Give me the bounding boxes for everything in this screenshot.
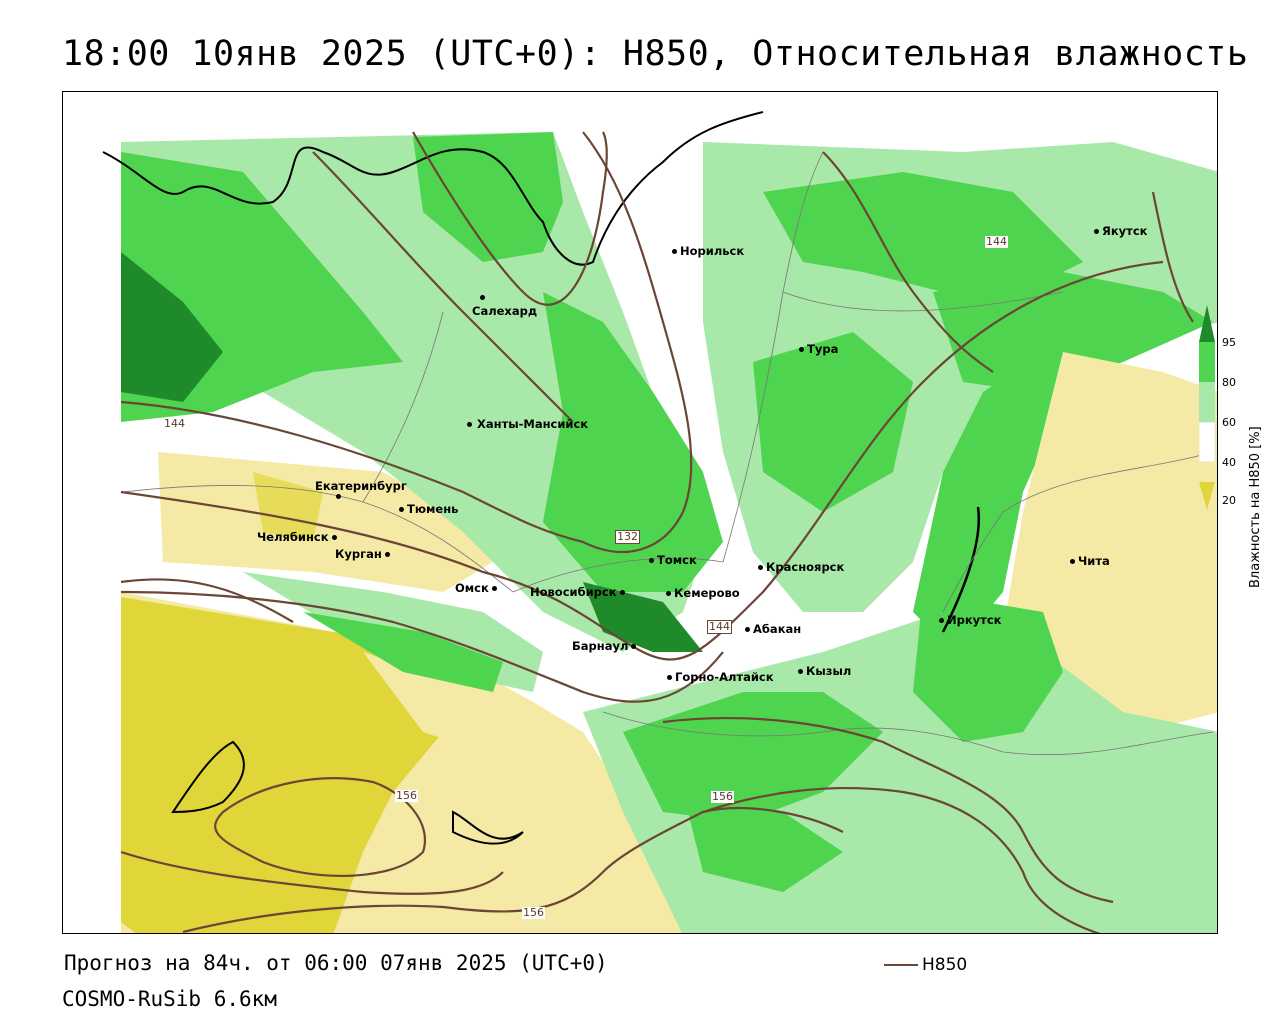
city-dot-icon [491,586,497,591]
city-dot-icon [939,618,944,623]
city-marker[interactable]: Курган [335,548,393,560]
contour-label: 156 [395,789,418,802]
contour-label: 144 [163,417,186,430]
city-dot-icon [798,669,803,674]
legend-title: Влажность на H850 [%] [1248,426,1263,588]
city-dot-icon [667,675,672,680]
city-marker[interactable]: Чита [1070,555,1110,567]
city-name: Кызыл [806,664,852,678]
city-dot-icon [399,507,404,512]
city-marker[interactable]: Тура [799,343,838,355]
contour-label: 132 [615,530,640,544]
city-marker[interactable]: Барнаул [572,640,639,652]
map-canvas [102,111,1217,933]
city-name: Ханты-Мансийск [477,417,589,431]
city-dot-icon [1070,559,1075,564]
city-name: Иркутск [947,613,1002,627]
city-dot-icon [672,249,677,254]
legend-swatch-20-40 [1199,462,1215,482]
city-marker[interactable]: Тюмень [399,503,458,515]
city-name: Челябинск [257,530,329,544]
city-marker[interactable] [336,490,344,502]
city-label: Екатеринбург [315,480,407,492]
city-marker[interactable]: Томск [649,554,697,566]
city-name: Тура [807,342,839,356]
legend-tick: 40 [1222,456,1236,469]
city-name: Тюмень [407,502,459,516]
legend-swatch-above95 [1199,305,1215,342]
city-dot-icon [1094,229,1099,234]
contour-label: 156 [711,790,734,803]
city-marker[interactable]: Омск [455,582,500,594]
legend-tick: 60 [1222,416,1236,429]
contour-line-icon [884,964,918,966]
city-marker[interactable]: Красноярск [758,561,844,573]
city-name: Барнаул [572,639,629,653]
city-marker[interactable]: Кызыл [798,665,851,677]
forecast-info: Прогноз на 84ч. от 06:00 07янв 2025 (UTC… [64,951,608,975]
city-dot-icon [631,644,637,649]
contour-label: 156 [522,906,545,919]
legend-swatch-below20 [1199,482,1215,510]
city-name: Кемерово [674,586,740,600]
city-dot-icon [758,565,763,570]
contour-label: 144 [707,620,732,634]
city-name: Екатеринбург [315,479,407,493]
contour-label: 144 [985,235,1008,248]
legend-tick: 80 [1222,376,1236,389]
model-info: COSMO-RuSib 6.6км [62,987,277,1011]
city-name: Абакан [753,622,802,636]
contour-key: H850 [884,955,967,975]
map-area[interactable]: 144 144 132 144 156 156 156 Якутск Норил… [62,91,1218,934]
city-marker[interactable]: Якутск [1094,225,1147,237]
contour-key-label: H850 [922,955,968,975]
city-name: Норильск [680,244,745,258]
city-marker[interactable]: Кемерово [666,587,740,599]
map-title: 18:00 10янв 2025 (UTC+0): H850, Относите… [62,34,1249,74]
city-marker[interactable]: Иркутск [939,614,1001,626]
city-name: Томск [657,553,697,567]
legend-swatch-40-60 [1199,421,1215,463]
city-label: Ханты-Мансийск [477,418,588,430]
city-name: Салехард [472,304,538,318]
city-dot-icon [649,558,654,563]
city-name: Новосибирск [530,585,617,599]
city-dot-icon [467,422,472,427]
legend-tick: 20 [1222,494,1236,507]
city-marker[interactable] [467,418,475,430]
city-label: Салехард [472,305,537,317]
legend-swatch-60-80 [1199,382,1215,422]
legend-tick: 95 [1222,336,1236,349]
city-marker[interactable]: Норильск [672,245,744,257]
city-dot-icon [336,494,341,499]
humidity-field [121,132,1217,933]
city-marker[interactable]: Абакан [745,623,801,635]
city-marker[interactable]: Челябинск [257,531,340,543]
city-name: Омск [455,581,489,595]
city-dot-icon [666,591,671,596]
city-name: Чита [1078,554,1110,568]
city-dot-icon [480,295,485,300]
region-borders [122,151,1214,756]
city-marker[interactable] [480,291,488,303]
city-name: Горно-Алтайск [675,670,774,684]
city-name: Красноярск [766,560,845,574]
city-marker[interactable]: Новосибирск [530,586,628,598]
city-dot-icon [331,535,337,540]
city-name: Якутск [1102,224,1148,238]
city-dot-icon [384,552,390,557]
city-marker[interactable]: Горно-Алтайск [667,671,774,683]
city-dot-icon [619,590,625,595]
city-dot-icon [799,347,804,352]
coastline [102,111,980,845]
city-dot-icon [745,627,750,632]
humidity-legend [1199,305,1215,510]
h850-contours [120,131,1194,933]
legend-swatch-80-95 [1199,342,1215,382]
city-name: Курган [335,547,382,561]
